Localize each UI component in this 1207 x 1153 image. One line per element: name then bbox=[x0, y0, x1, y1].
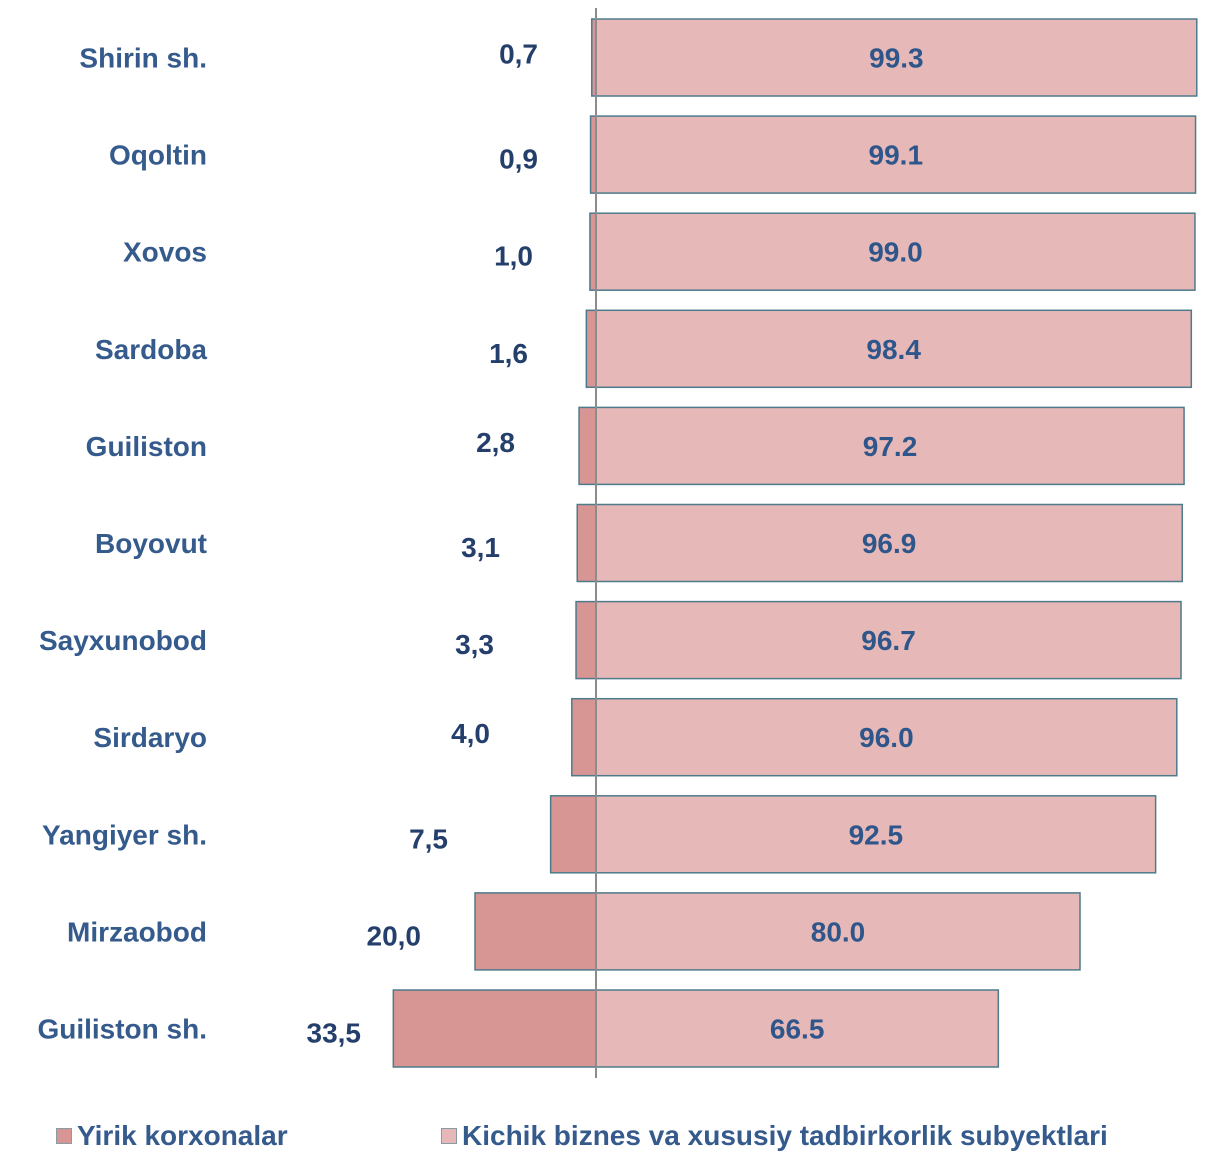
legend-label-large-enterprises: Yirik korxonalar bbox=[77, 1120, 288, 1151]
legend-label-small-business: Kichik biznes va xususiy tadbirkorlik su… bbox=[462, 1120, 1108, 1151]
category-label-boyovut: Boyovut bbox=[95, 528, 207, 559]
value-label-large-enterprise-oqoltin: 0,9 bbox=[499, 144, 538, 175]
category-label-sayxunobod: Sayxunobod bbox=[39, 625, 207, 656]
small-business-bars bbox=[595, 18, 1198, 1068]
category-label-mirzaobod: Mirzaobod bbox=[67, 916, 207, 947]
value-label-small-business-xovos: 99.0 bbox=[868, 237, 923, 268]
category-label-shirin-sh: Shirin sh. bbox=[79, 43, 207, 74]
value-label-small-business-mirzaobod: 80.0 bbox=[811, 916, 866, 947]
large-enterprise-bars bbox=[392, 18, 597, 1068]
value-label-small-business-guiliston-sh: 66.5 bbox=[770, 1014, 825, 1045]
bar-chart: Shirin sh. Oqoltin Xovos Sardoba Guiliston B… bbox=[37, 8, 1198, 1078]
value-label-large-enterprise-mirzaobod: 20,0 bbox=[367, 920, 422, 951]
bar-small-business-sardoba bbox=[595, 309, 1193, 389]
value-label-large-enterprise-sirdaryo: 4,0 bbox=[451, 718, 490, 749]
bar-small-business-shirin-sh bbox=[595, 18, 1198, 97]
category-label-sirdaryo: Sirdaryo bbox=[93, 722, 207, 753]
value-label-large-enterprise-yangiyer-sh: 7,5 bbox=[409, 823, 448, 854]
bar-small-business-mirzaobod bbox=[595, 892, 1081, 971]
value-label-large-enterprise-shirin-sh: 0,7 bbox=[499, 39, 538, 70]
value-label-small-business-guiliston: 97.2 bbox=[863, 431, 918, 462]
small-business-value-labels: 99.3 99.1 99.0 98.4 97.2 96.9 96.7 96.0 92.5 80.0… bbox=[770, 43, 924, 1045]
legend-item-small-business: Kichik biznes va xususiy tadbirkorlik su… bbox=[441, 1120, 1108, 1152]
value-label-large-enterprise-sayxunobod: 3,3 bbox=[455, 629, 494, 660]
category-label-oqoltin: Oqoltin bbox=[109, 140, 207, 171]
value-label-large-enterprise-guiliston: 2,8 bbox=[476, 427, 515, 458]
bar-large-enterprise-mirzaobod bbox=[474, 892, 597, 971]
legend-swatch-large-enterprises bbox=[56, 1128, 72, 1144]
bar-small-business-xovos bbox=[595, 212, 1196, 291]
bar-large-enterprise-guiliston bbox=[578, 406, 597, 486]
value-label-large-enterprise-xovos: 1,0 bbox=[494, 241, 533, 272]
large-enterprise-value-labels: 0,7 0,9 1,0 1,6 2,8 3,1 3,3 4,0 7,5 20,0 33,5 bbox=[307, 39, 539, 1049]
bar-small-business-boyovut bbox=[595, 503, 1183, 583]
bar-large-enterprise-sayxunobod bbox=[575, 600, 597, 680]
value-label-small-business-sirdaryo: 96.0 bbox=[859, 722, 914, 753]
legend-item-large-enterprises: Yirik korxonalar bbox=[56, 1120, 288, 1152]
bar-small-business-guiliston bbox=[595, 406, 1185, 486]
bar-small-business-oqoltin bbox=[595, 115, 1197, 194]
category-labels: Shirin sh. Oqoltin Xovos Sardoba Guiliston B… bbox=[37, 43, 207, 1045]
value-label-small-business-shirin-sh: 99.3 bbox=[869, 43, 924, 74]
bar-small-business-guiliston-sh bbox=[595, 989, 1000, 1068]
bar-large-enterprise-sirdaryo bbox=[571, 697, 597, 777]
bar-large-enterprise-boyovut bbox=[576, 503, 597, 583]
category-label-xovos: Xovos bbox=[123, 237, 207, 268]
category-label-yangiyer-sh: Yangiyer sh. bbox=[42, 819, 207, 850]
bar-large-enterprise-guiliston-sh bbox=[392, 989, 597, 1068]
value-label-large-enterprise-boyovut: 3,1 bbox=[461, 532, 500, 563]
value-label-large-enterprise-sardoba: 1,6 bbox=[489, 338, 528, 369]
value-label-small-business-oqoltin: 99.1 bbox=[869, 140, 924, 171]
value-label-small-business-sardoba: 98.4 bbox=[866, 334, 921, 365]
category-label-guiliston: Guiliston bbox=[86, 431, 207, 462]
legend-swatch-small-business bbox=[441, 1128, 457, 1144]
value-label-small-business-boyovut: 96.9 bbox=[862, 528, 917, 559]
legend: Yirik korxonalar Kichik biznes va xususi… bbox=[0, 1118, 1207, 1153]
value-label-small-business-sayxunobod: 96.7 bbox=[861, 625, 916, 656]
value-label-small-business-yangiyer-sh: 92.5 bbox=[849, 819, 904, 850]
value-label-large-enterprise-guiliston-sh: 33,5 bbox=[307, 1018, 362, 1049]
bar-large-enterprise-sardoba bbox=[585, 309, 597, 389]
category-label-guiliston-sh: Guiliston sh. bbox=[37, 1014, 207, 1045]
category-label-sardoba: Sardoba bbox=[95, 334, 207, 365]
bar-small-business-sayxunobod bbox=[595, 600, 1182, 680]
bar-large-enterprise-yangiyer-sh bbox=[549, 795, 597, 874]
